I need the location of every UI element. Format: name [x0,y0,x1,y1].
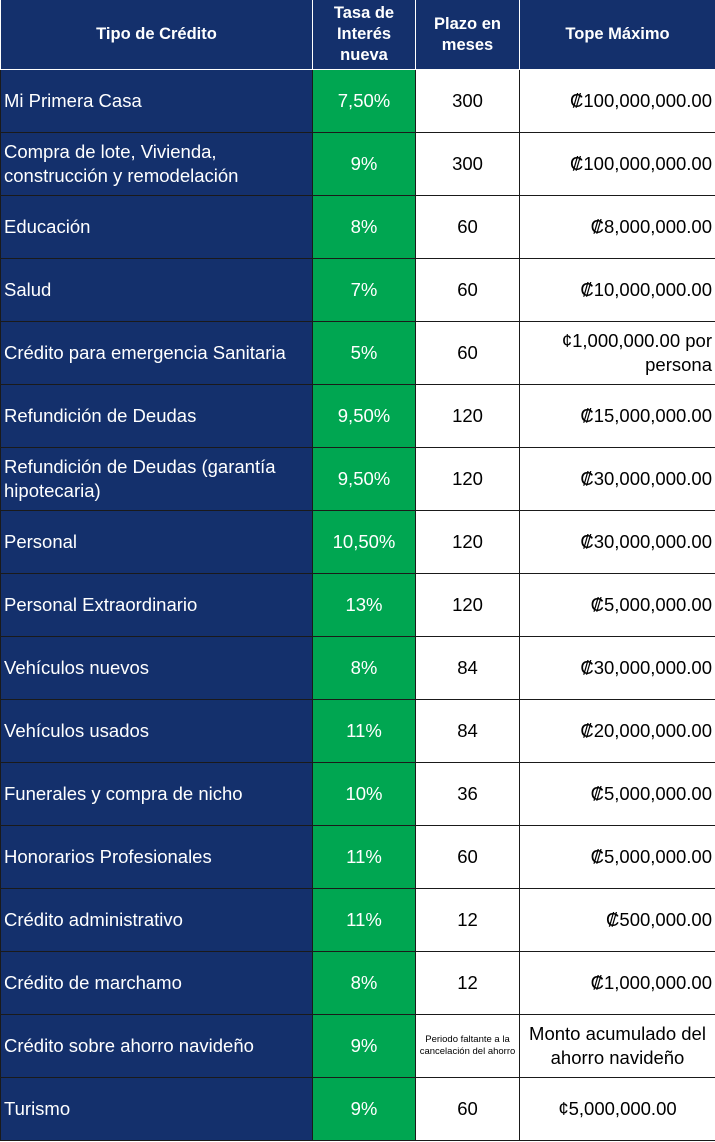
credit-type: Vehículos nuevos [0,636,313,700]
table-row: Compra de lote, Vivienda, construcción y… [0,132,715,196]
term-months: 300 [415,69,520,133]
term-months: 84 [415,636,520,700]
table-row: Refundición de Deudas (garantía hipoteca… [0,447,715,511]
credit-type: Mi Primera Casa [0,69,313,133]
term-months: 60 [415,258,520,322]
table-row: Funerales y compra de nicho 10% 36 ₡5,000,0… [0,762,715,826]
table-row: Personal 10,50% 120 ₡30,000,000.00 [0,510,715,574]
credit-type: Vehículos usados [0,699,313,763]
max-amount: ₡30,000,000.00 [519,510,715,574]
credit-type: Crédito de marchamo [0,951,313,1015]
interest-rate: 7,50% [312,69,416,133]
credit-type: Personal Extraordinario [0,573,313,637]
credit-type: Refundición de Deudas [0,384,313,448]
interest-rate: 5% [312,321,416,385]
credit-type: Crédito para emergencia Sanitaria [0,321,313,385]
credit-type: Honorarios Profesionales [0,825,313,889]
table-row: Personal Extraordinario 13% 120 ₡5,000,000.… [0,573,715,637]
credit-type: Turismo [0,1077,313,1141]
interest-rate: 10% [312,762,416,826]
term-months: 60 [415,1077,520,1141]
table-row: Refundición de Deudas 9,50% 120 ₡15,000,000… [0,384,715,448]
column-header: Tope Máximo [519,0,715,70]
max-amount: ₡5,000,000.00 [519,573,715,637]
column-header: Plazo en meses [415,0,520,70]
table-row: Turismo 9% 60 ¢5,000,000.00 [0,1077,715,1141]
interest-rate: 11% [312,825,416,889]
term-months: 300 [415,132,520,196]
interest-rate: 7% [312,258,416,322]
term-months: 60 [415,195,520,259]
max-amount: Monto acumulado del ahorro navideño [519,1014,715,1078]
interest-rate: 9% [312,1014,416,1078]
max-amount: ₡1,000,000.00 [519,951,715,1015]
credit-type: Funerales y compra de nicho [0,762,313,826]
table-row: Honorarios Profesionales 11% 60 ₡5,000,000.… [0,825,715,889]
interest-rate: 8% [312,195,416,259]
max-amount: ₡100,000,000.00 [519,132,715,196]
term-months: 120 [415,384,520,448]
interest-rate: 9,50% [312,384,416,448]
term-months: 120 [415,510,520,574]
table-row: Crédito para emergencia Sanitaria 5% 60 ¢1,… [0,321,715,385]
credit-type: Crédito sobre ahorro navideño [0,1014,313,1078]
term-months: 60 [415,825,520,889]
term-months: 12 [415,951,520,1015]
interest-rate: 11% [312,699,416,763]
credit-type: Personal [0,510,313,574]
term-months: 84 [415,699,520,763]
max-amount: ₡100,000,000.00 [519,69,715,133]
table-row: Vehículos usados 11% 84 ₡20,000,000.00 [0,699,715,763]
interest-rate: 13% [312,573,416,637]
term-months: 120 [415,573,520,637]
max-amount: ₡10,000,000.00 [519,258,715,322]
table-row: Salud 7% 60 ₡10,000,000.00 [0,258,715,322]
credit-type: Refundición de Deudas (garantía hipoteca… [0,447,313,511]
max-amount: ₡30,000,000.00 [519,447,715,511]
max-amount: ₡5,000,000.00 [519,762,715,826]
max-amount: ₡5,000,000.00 [519,825,715,889]
table-row: Crédito sobre ahorro navideño 9% Periodo f… [0,1014,715,1078]
credit-type: Educación [0,195,313,259]
table-row: Mi Primera Casa 7,50% 300 ₡100,000,000.00 [0,69,715,133]
table-row: Crédito administrativo 11% 12 ₡500,000.00 [0,888,715,952]
interest-rate: 8% [312,636,416,700]
max-amount: ¢1,000,000.00 por persona [519,321,715,385]
term-months: 12 [415,888,520,952]
credit-type: Crédito administrativo [0,888,313,952]
table-row: Vehículos nuevos 8% 84 ₡30,000,000.00 [0,636,715,700]
column-header: Tasa de Interés nueva [312,0,416,70]
column-header: Tipo de Crédito [0,0,313,70]
interest-rate: 8% [312,951,416,1015]
credit-type: Compra de lote, Vivienda, construcción y… [0,132,313,196]
table-row: Crédito de marchamo 8% 12 ₡1,000,000.00 [0,951,715,1015]
interest-rate: 9,50% [312,447,416,511]
interest-rate: 11% [312,888,416,952]
max-amount: ₡20,000,000.00 [519,699,715,763]
max-amount: ₡30,000,000.00 [519,636,715,700]
max-amount: ₡500,000.00 [519,888,715,952]
table-body: Mi Primera Casa 7,50% 300 ₡100,000,000.00 Co… [0,69,715,1141]
interest-rate: 9% [312,132,416,196]
term-months: Periodo faltante a la cancelación del ah… [415,1014,520,1078]
max-amount: ₡15,000,000.00 [519,384,715,448]
max-amount: ¢5,000,000.00 [519,1077,715,1141]
term-months: 60 [415,321,520,385]
header-row: Tipo de Crédito Tasa de Interés nueva Plaz… [0,0,715,70]
table-row: Educación 8% 60 ₡8,000,000.00 [0,195,715,259]
interest-rate: 9% [312,1077,416,1141]
max-amount: ₡8,000,000.00 [519,195,715,259]
credit-type: Salud [0,258,313,322]
term-months: 36 [415,762,520,826]
term-months: 120 [415,447,520,511]
interest-rate: 10,50% [312,510,416,574]
